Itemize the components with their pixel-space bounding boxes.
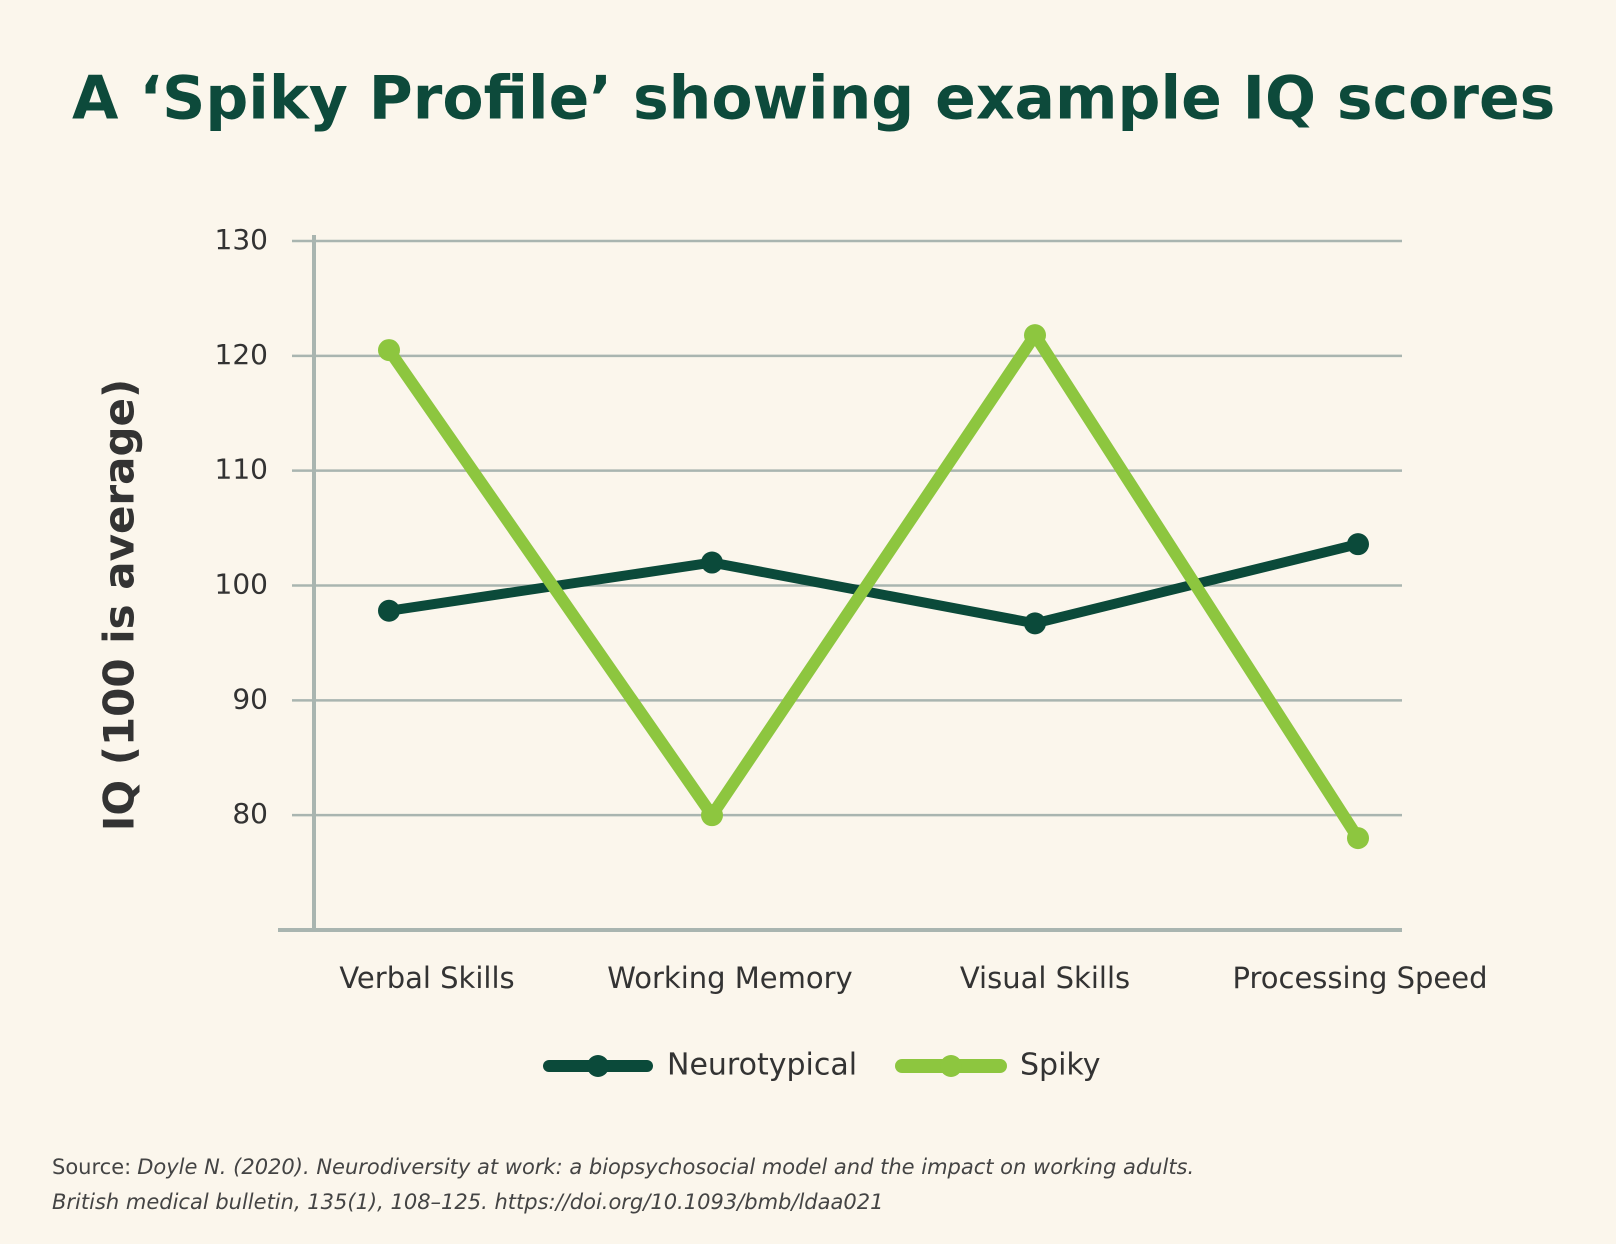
legend-marker	[587, 1055, 609, 1077]
legend-marker	[940, 1055, 962, 1077]
y-tick-label: 110	[215, 453, 268, 486]
y-tick-label: 80	[232, 797, 268, 830]
data-point	[701, 804, 723, 827]
data-point	[1347, 533, 1369, 556]
chart-title: A ‘Spiky Profile’ showing example IQ sco…	[72, 64, 1555, 134]
y-axis-title: IQ (100 is average)	[95, 379, 144, 831]
legend-label: Neurotypical	[667, 1048, 857, 1083]
y-tick-label: 90	[232, 682, 268, 715]
y-tick-label: 120	[215, 338, 268, 371]
x-tick-label: Visual Skills	[960, 961, 1130, 995]
data-point	[1024, 324, 1046, 347]
source-label: Source:	[52, 1155, 131, 1179]
series-line	[384, 329, 1364, 842]
x-tick-label: Verbal Skills	[339, 961, 514, 995]
x-tick-label: Working Memory	[607, 961, 852, 995]
data-point	[378, 599, 400, 622]
source-line: Doyle N. (2020). Neurodiversity at work:…	[137, 1155, 1194, 1179]
data-point	[1347, 827, 1369, 850]
y-tick-label: 100	[215, 568, 268, 601]
source-line: British medical bulletin, 135(1), 108–12…	[52, 1190, 883, 1214]
legend-label: Spiky	[1020, 1048, 1100, 1083]
data-point	[1024, 612, 1046, 635]
x-tick-label: Processing Speed	[1233, 961, 1488, 995]
data-point	[378, 339, 400, 362]
source: Source: Doyle N. (2020). Neurodiversity a…	[52, 1155, 1194, 1179]
y-tick-label: 130	[215, 223, 268, 256]
data-point	[701, 551, 723, 574]
